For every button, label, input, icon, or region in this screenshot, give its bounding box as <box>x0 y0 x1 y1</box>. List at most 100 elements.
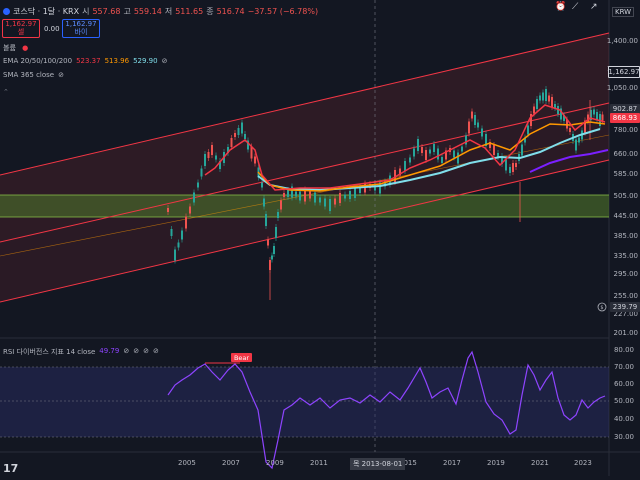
channel-mid-line <box>0 102 610 243</box>
crosshair-date-badge: 목 2013-08-01 <box>350 458 406 470</box>
candle-body <box>421 147 423 153</box>
rsi-tick: 60.00 <box>613 380 634 388</box>
visibility-icon[interactable]: ⊘ <box>123 347 130 355</box>
draw-arrow-icon[interactable]: ↗ <box>590 2 598 12</box>
rsi-label: RSI 다이버전스 지표 14 close <box>3 348 96 356</box>
visibility-icon[interactable]: ⊘ <box>133 347 140 355</box>
symbol-dot-icon <box>3 8 10 15</box>
candle-body <box>584 120 586 133</box>
candle-body <box>429 149 431 154</box>
draw-line-icon[interactable]: ⟋ <box>572 2 579 12</box>
candle-body <box>465 135 467 145</box>
price-tick: 1,050.00 <box>606 84 638 92</box>
candle-body <box>339 193 341 203</box>
candle-body <box>177 242 180 248</box>
close-label: 종 <box>206 7 214 16</box>
buy-button[interactable]: 1,162.97 바이 <box>62 19 100 38</box>
candle-body <box>291 186 293 198</box>
visibility-icon[interactable]: ⊘ <box>152 347 159 355</box>
rsi-tick: 30.00 <box>613 433 634 441</box>
alert-icon: ● <box>22 44 29 52</box>
collapse-legend-icon[interactable]: ⌃ <box>3 88 9 96</box>
candle-body <box>254 156 256 164</box>
rsi-tick: 80.00 <box>613 346 634 354</box>
price-tick: 505.00 <box>613 192 639 200</box>
ema20-line <box>204 104 606 191</box>
candle-body <box>560 108 562 120</box>
candle-body <box>359 187 361 193</box>
price-tick: 780.00 <box>613 126 639 134</box>
last-price-a: 902.87 <box>610 104 640 114</box>
ema50-value: 513.96 <box>104 57 130 65</box>
ema-label: EMA 20/50/100/200 <box>3 57 73 65</box>
candle-body <box>227 147 229 153</box>
low-marker-icon <box>597 302 607 312</box>
sell-button[interactable]: 1,162.97 셀 <box>2 19 40 38</box>
candle-body <box>501 156 503 164</box>
candle-body <box>536 99 538 109</box>
rsi-value: 49.79 <box>99 347 120 355</box>
symbol-title[interactable]: 코스닥 · 1달 · KRX <box>13 7 80 16</box>
candle-body <box>277 212 279 218</box>
visibility-icon[interactable]: ⊘ <box>161 57 168 65</box>
candle-body <box>244 134 246 139</box>
candle-body <box>334 198 336 205</box>
bear-label-box <box>231 353 252 362</box>
candle-body <box>530 114 532 126</box>
close-value: 516.74 <box>216 7 245 16</box>
rsi-tick: 50.00 <box>613 397 634 405</box>
candle-body <box>197 182 199 188</box>
candle-body <box>261 182 263 188</box>
candle-body <box>267 239 269 246</box>
candle-body <box>265 214 267 226</box>
candle-body <box>509 167 511 173</box>
candle-body <box>505 159 507 171</box>
candle-body <box>545 89 547 101</box>
candle-body <box>425 150 427 160</box>
candle-body <box>554 104 556 108</box>
price-tick: 385.00 <box>613 232 639 240</box>
visibility-icon[interactable]: ⊘ <box>58 71 64 79</box>
candle-body <box>309 191 311 199</box>
candle-body <box>474 115 476 125</box>
candle-body <box>273 246 275 254</box>
candle-body <box>174 249 176 261</box>
ema-legend[interactable]: EMA 20/50/100/200 523.37 513.96 529.90 ⊘ <box>3 57 167 65</box>
candle-body <box>167 208 169 212</box>
buy-price: 1,162.97 <box>65 20 97 28</box>
rsi-legend[interactable]: RSI 다이버전스 지표 14 close 49.79 ⊘ ⊘ ⊘ ⊘ <box>3 347 159 357</box>
rsi-band <box>0 367 609 437</box>
time-tick: 2021 <box>531 459 549 467</box>
time-tick: 2011 <box>310 459 328 467</box>
candle-body <box>593 109 595 115</box>
candle-body <box>230 138 233 147</box>
candle-body <box>275 227 277 238</box>
candle-body <box>477 122 479 128</box>
candle-body <box>185 216 187 229</box>
candle-body <box>399 168 401 176</box>
candle-body <box>539 95 541 101</box>
candle-body <box>533 106 535 114</box>
candle-body <box>413 148 415 157</box>
visibility-icon[interactable]: ⊘ <box>143 347 149 355</box>
candle-body <box>551 97 553 107</box>
low-label: 저 <box>164 7 173 16</box>
sma-legend[interactable]: SMA 365 close ⊘ <box>3 71 64 79</box>
legend-row: 코스닥 · 1달 · KRX 시 557.68 고 559.14 저 511.65 종… <box>3 6 318 17</box>
candle-body <box>437 148 439 160</box>
volume-legend[interactable]: 볼륨 ● <box>3 43 28 53</box>
svg-text:$: $ <box>600 305 603 311</box>
candle-body <box>234 133 236 137</box>
ema100-line <box>257 128 601 192</box>
price-tick: 201.00 <box>613 329 639 337</box>
price-tick: 1,400.00 <box>606 37 638 45</box>
high-value: 559.14 <box>133 7 162 16</box>
rsi-line <box>167 350 606 470</box>
candle-body <box>445 150 447 160</box>
time-tick: 2009 <box>266 459 284 467</box>
alert-clock-icon[interactable]: ⏰ <box>555 2 567 12</box>
candle-body <box>489 142 491 148</box>
currency-label[interactable]: KRW <box>612 7 635 17</box>
candle-body <box>512 163 514 172</box>
